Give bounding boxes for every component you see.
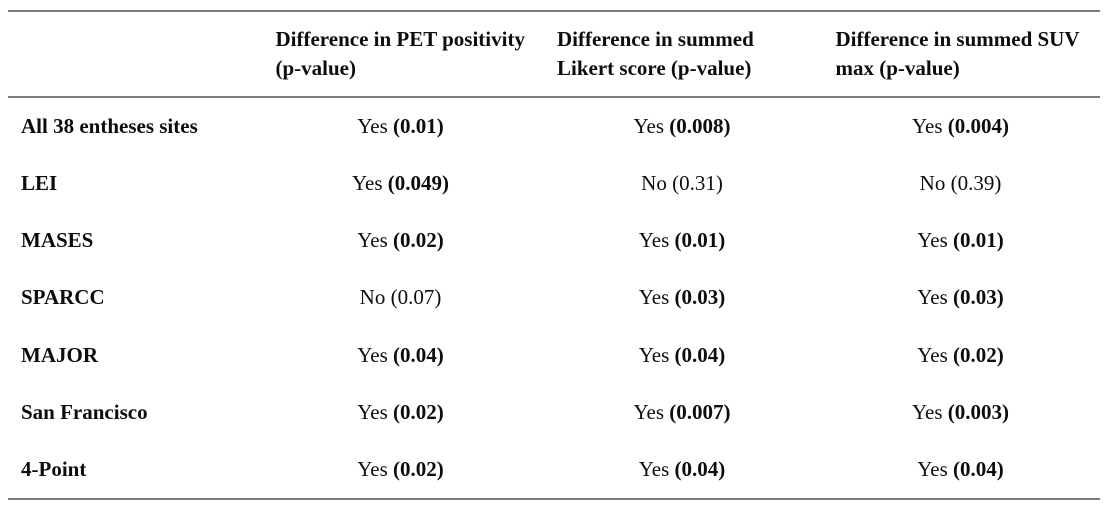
table-row: MASES Yes (0.02) Yes (0.01) Yes (0.01) [8,212,1100,269]
result-p-value: (0.04) [674,457,726,482]
result-answer: Yes [638,227,670,252]
result-cell: No (0.39) [821,154,1100,211]
result-answer: Yes [633,113,665,138]
result-p-value: (0.31) [672,170,723,195]
result-p-value: (0.04) [674,342,726,367]
header-row: Difference in PET positivity (p-value) D… [8,11,1100,98]
result-answer: Yes [917,457,948,482]
result-cell: Yes (0.02) [258,212,543,269]
table-body: All 38 entheses sites Yes (0.01) Yes (0.… [8,97,1100,499]
result-answer: Yes [911,400,943,425]
result-p-value: (0.007) [669,400,731,425]
result-cell: Yes (0.02) [258,384,543,441]
result-answer: No [641,170,667,195]
header-suv-max: Difference in summed SUV max (p-value) [821,11,1100,98]
result-answer: Yes [638,342,670,367]
result-p-value: (0.003) [947,400,1010,425]
result-answer: Yes [357,400,388,425]
results-table: Difference in PET positivity (p-value) D… [8,10,1100,500]
result-cell: Yes (0.04) [543,327,821,384]
result-cell: No (0.07) [258,269,543,326]
result-p-value: (0.004) [947,113,1010,138]
result-p-value: (0.04) [953,457,1004,482]
table-row: 4-Point Yes (0.02) Yes (0.04) Yes (0.04) [8,441,1100,498]
result-cell: Yes (0.04) [543,441,821,498]
table-row: San Francisco Yes (0.02) Yes (0.007) Yes… [8,384,1100,441]
result-p-value: (0.03) [953,285,1004,310]
result-cell: Yes (0.004) [821,97,1100,154]
row-label: 4-Point [21,457,87,482]
result-p-value: (0.01) [953,227,1004,252]
result-p-value: (0.008) [669,113,731,138]
result-answer: Yes [357,457,388,482]
result-cell: Yes (0.007) [543,384,821,441]
result-cell: Yes (0.03) [543,269,821,326]
result-answer: Yes [638,457,670,482]
result-answer: Yes [917,285,948,310]
result-p-value: (0.02) [393,400,444,425]
header-suv-max-label: Difference in summed SUV max (p-value) [835,27,1080,80]
result-p-value: (0.03) [674,285,726,310]
result-answer: Yes [357,227,388,252]
header-pet-positivity-label: Difference in PET positivity (p-value) [275,27,525,80]
result-answer: Yes [911,113,943,138]
row-label: SPARCC [21,285,105,310]
result-cell: Yes (0.04) [258,327,543,384]
result-p-value: (0.02) [393,227,444,252]
result-answer: Yes [357,342,388,367]
table-row: LEI Yes (0.049) No (0.31) No (0.39) [8,154,1100,211]
result-cell: Yes (0.04) [821,441,1100,498]
result-answer: No [919,170,946,195]
result-p-value: (0.01) [393,113,444,138]
result-p-value: (0.04) [393,342,444,367]
result-cell: Yes (0.01) [543,212,821,269]
result-cell: Yes (0.02) [258,441,543,498]
table-row: All 38 entheses sites Yes (0.01) Yes (0.… [8,97,1100,154]
table-row: SPARCC No (0.07) Yes (0.03) Yes (0.03) [8,269,1100,326]
result-cell: Yes (0.03) [821,269,1100,326]
result-answer: Yes [633,400,665,425]
row-label: MASES [21,227,94,252]
result-cell: Yes (0.01) [821,212,1100,269]
row-label: MAJOR [21,342,98,367]
result-answer: No [359,285,386,310]
result-p-value: (0.39) [950,170,1002,195]
table-header: Difference in PET positivity (p-value) D… [8,11,1100,98]
result-p-value: (0.02) [953,342,1004,367]
result-cell: Yes (0.003) [821,384,1100,441]
result-answer: Yes [351,170,383,195]
row-label: All 38 entheses sites [21,113,198,138]
result-p-value: (0.01) [674,227,726,252]
result-p-value: (0.049) [387,170,450,195]
header-likert-score-label: Difference in summed Likert score (p-val… [557,27,754,80]
row-label: San Francisco [21,400,148,425]
header-empty-cell [8,11,258,98]
result-answer: Yes [917,227,948,252]
header-likert-score: Difference in summed Likert score (p-val… [543,11,821,98]
result-answer: Yes [357,113,388,138]
result-cell: Yes (0.01) [258,97,543,154]
result-p-value: (0.02) [393,457,444,482]
result-answer: Yes [638,285,670,310]
result-answer: Yes [917,342,948,367]
result-cell: Yes (0.02) [821,327,1100,384]
result-p-value: (0.07) [390,285,442,310]
result-cell: Yes (0.049) [258,154,543,211]
header-pet-positivity: Difference in PET positivity (p-value) [258,11,543,98]
result-cell: No (0.31) [543,154,821,211]
row-label: LEI [21,170,58,195]
result-cell: Yes (0.008) [543,97,821,154]
table-row: MAJOR Yes (0.04) Yes (0.04) Yes (0.02) [8,327,1100,384]
